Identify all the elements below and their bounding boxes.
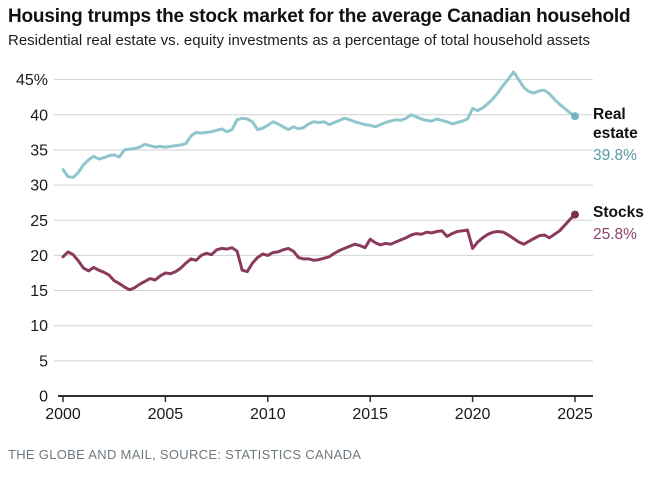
y-tick-label-10: 10 bbox=[30, 318, 48, 335]
x-tick-label-2000: 2000 bbox=[45, 406, 81, 423]
stocks-series-label: Stocks bbox=[593, 204, 644, 221]
chart-title: Housing trumps the stock market for the … bbox=[8, 6, 631, 27]
y-tick-label-35: 35 bbox=[30, 142, 48, 159]
stocks-end-value: 25.8% bbox=[593, 226, 637, 243]
y-tick-label-20: 20 bbox=[30, 248, 48, 265]
chart-subtitle: Residential real estate vs. equity inves… bbox=[8, 32, 591, 49]
y-tick-label-5: 5 bbox=[39, 353, 48, 370]
x-tick-label-2005: 2005 bbox=[148, 406, 184, 423]
real-estate-end-value: 39.8% bbox=[593, 147, 637, 164]
y-tick-label-0: 0 bbox=[39, 389, 48, 406]
real-estate-series-label: Real estate bbox=[593, 106, 638, 142]
x-tick-label-2015: 2015 bbox=[352, 406, 388, 423]
y-tick-label-30: 30 bbox=[30, 178, 48, 195]
y-tick-label-45: 45% bbox=[16, 72, 48, 89]
x-tick-label-2010: 2010 bbox=[250, 406, 286, 423]
source-credit: THE GLOBE AND MAIL, SOURCE: STATISTICS C… bbox=[8, 447, 362, 462]
y-tick-label-40: 40 bbox=[30, 107, 48, 124]
x-tick-label-2025: 2025 bbox=[557, 406, 593, 423]
real-estate-line bbox=[61, 70, 577, 179]
y-tick-label-25: 25 bbox=[30, 213, 48, 230]
x-tick-label-2020: 2020 bbox=[455, 406, 491, 423]
real-estate-end-dot bbox=[571, 112, 579, 121]
y-tick-label-15: 15 bbox=[30, 283, 48, 300]
stocks-line bbox=[61, 213, 577, 292]
stocks-end-dot bbox=[571, 210, 579, 219]
